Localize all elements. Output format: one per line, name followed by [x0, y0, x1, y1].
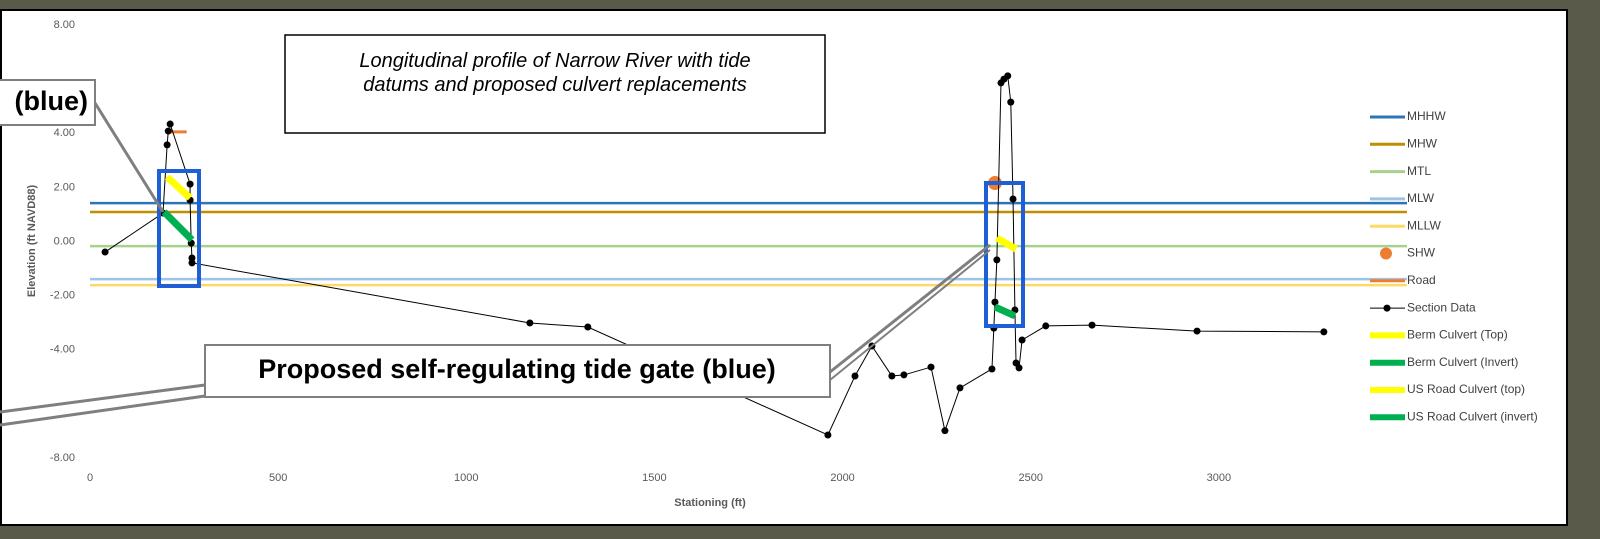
- legend-label: MHW: [1407, 136, 1438, 150]
- legend-label: SHW: [1407, 246, 1436, 260]
- title-box: [284, 34, 826, 134]
- point: [991, 298, 999, 306]
- y-axis-title: Elevation (ft NAVD88): [26, 185, 38, 298]
- series-line: [161, 209, 195, 243]
- y-tick-label: -8.00: [50, 452, 75, 464]
- point: [1015, 364, 1023, 372]
- point: [101, 248, 109, 256]
- x-tick-label: 500: [269, 472, 287, 484]
- point: [526, 319, 534, 327]
- annotation: (blue): [15, 86, 89, 116]
- legend-label: Road: [1407, 273, 1436, 287]
- point: [163, 141, 171, 149]
- series-line: [164, 174, 193, 201]
- annotation-box: [204, 344, 831, 398]
- callout-line: [829, 249, 991, 381]
- callout-line: [0, 394, 206, 427]
- title-line: Longitudinal profile of Narrow River wit…: [359, 50, 750, 72]
- x-tick-label: 1000: [454, 472, 478, 484]
- legend-label: MLLW: [1407, 218, 1441, 232]
- y-tick-label: 8.00: [54, 19, 75, 31]
- point: [1007, 98, 1015, 106]
- point: [927, 363, 935, 371]
- legend-label: US Road Culvert (invert): [1407, 409, 1538, 423]
- point: [188, 254, 196, 262]
- point: [166, 120, 174, 128]
- callout-line: [93, 102, 165, 213]
- x-axis-title: Stationing (ft): [674, 497, 746, 509]
- point: [1193, 327, 1201, 335]
- x-tick-label: 2500: [1018, 472, 1042, 484]
- point: [1009, 195, 1017, 203]
- point: [824, 431, 832, 439]
- series-line: [995, 234, 1018, 253]
- point: [164, 127, 172, 135]
- point: [1320, 328, 1328, 336]
- point: [1018, 336, 1026, 344]
- plot-area: 8.00 4.00 2.00 0.00 -2.00 -4.00 -8.00 0 500 1000 1…: [50, 19, 1538, 484]
- legend-swatch: [1380, 247, 1392, 260]
- title-line: datums and proposed culvert replacements: [363, 74, 747, 96]
- legend-label: Berm Culvert (Top): [1407, 328, 1508, 342]
- legend-label: Berm Culvert (Invert): [1407, 355, 1518, 369]
- x-tick-label: 3000: [1207, 472, 1231, 484]
- legend-label: US Road Culvert (top): [1407, 382, 1525, 396]
- legend-label: MHHW: [1407, 109, 1446, 123]
- point: [993, 256, 1001, 264]
- highlight-box: [157, 169, 201, 288]
- legend-label: MTL: [1407, 164, 1431, 178]
- legend-label: Section Data: [1407, 300, 1476, 314]
- legend-label: MLW: [1407, 191, 1435, 205]
- point: [1088, 321, 1096, 329]
- y-tick-label: -2.00: [50, 290, 75, 302]
- callout-line: [829, 243, 991, 374]
- point: [851, 372, 859, 380]
- annotation-box: [0, 79, 96, 126]
- annotation: Proposed self-regulating tide gate (blue…: [258, 354, 776, 384]
- legend-swatch: [1383, 304, 1391, 312]
- point: [941, 427, 949, 435]
- chart-title: datums and proposed culvert replacements: [363, 74, 747, 96]
- y-tick-label: 2.00: [54, 181, 75, 193]
- chart-title: Longitudinal profile of Narrow River wit…: [359, 50, 750, 72]
- x-tick-label: 0: [87, 472, 93, 484]
- y-tick-label: 4.00: [54, 127, 75, 139]
- point: [188, 259, 196, 267]
- point: [186, 180, 194, 188]
- point: [584, 323, 592, 331]
- x-tick-label: 1500: [642, 472, 666, 484]
- point: [1042, 322, 1050, 330]
- point: [988, 365, 996, 373]
- point: [956, 384, 964, 392]
- callout-line: [0, 383, 206, 414]
- y-tick-label: -4.00: [50, 344, 75, 356]
- point: [900, 371, 908, 379]
- series-line: [993, 303, 1017, 320]
- x-tick-label: 2000: [830, 472, 854, 484]
- y-tick-label: 0.00: [54, 235, 75, 247]
- point: [1004, 72, 1012, 80]
- point: [888, 372, 896, 380]
